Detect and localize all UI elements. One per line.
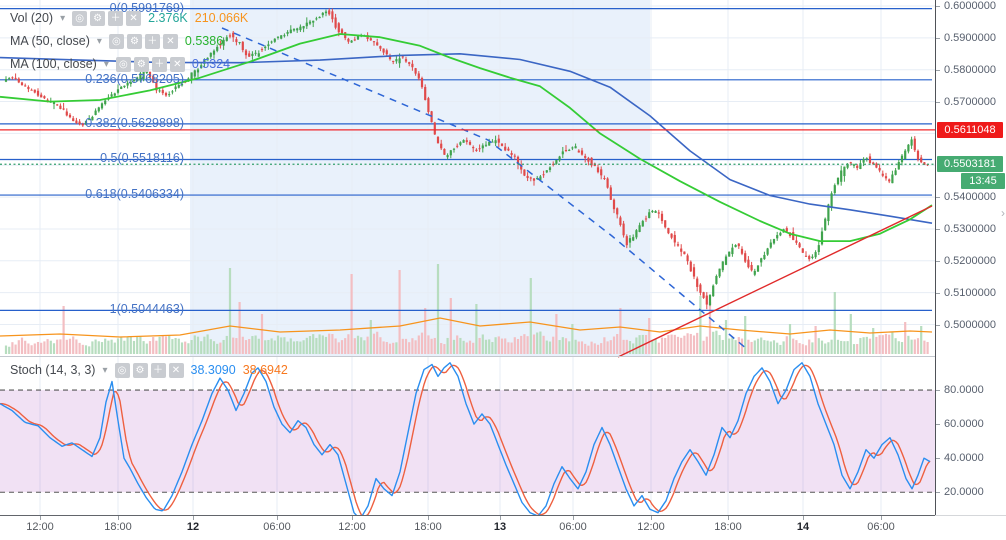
volume-value: 2.376K [148,11,188,25]
stoch-tick-mark [936,458,940,460]
stoch-tick-label: 80.0000 [944,384,984,397]
eye-icon[interactable]: ◎ [72,10,88,26]
settings-icon[interactable]: ⚙ [133,56,149,72]
close-icon[interactable]: ✕ [169,56,185,72]
price-tick-mark [936,101,940,103]
price-axis[interactable]: 0.5611048 0.5503181 13:45 › 0.6000000 0.5… [935,0,1006,515]
add-icon[interactable]: ＋ [108,10,124,26]
price-tick-mark [936,37,940,39]
price-tick-mark [936,197,940,199]
time-tick-label: 12:00 [26,521,54,533]
indicator-title-ma50[interactable]: MA (50, close) [10,34,90,48]
indicator-legend-ma100: MA (100, close) ▾ ◎ ⚙ ＋ ✕ 0.5324 [10,56,230,72]
price-tick-label: 0.5000000 [944,318,996,331]
chevron-down-icon[interactable]: ▾ [102,364,108,376]
alert-price-badge: 0.5611048 [937,121,1003,138]
stoch-tick-mark [936,424,940,426]
settings-icon[interactable]: ⚙ [132,362,148,378]
time-tick-label: 18:00 [104,521,132,533]
time-tick-label: 06:00 [263,521,291,533]
settings-icon[interactable]: ⚙ [126,33,142,49]
time-tick-mark [352,516,353,520]
time-tick-mark [573,516,574,520]
time-tick-label: 06:00 [867,521,895,533]
time-tick-label: 12 [186,521,200,533]
chevron-down-icon[interactable]: ▾ [103,58,109,70]
price-tick-label: 0.5900000 [944,31,996,44]
add-icon[interactable]: ＋ [150,362,166,378]
time-tick-mark [803,516,804,520]
time-tick-label: 06:00 [559,521,587,533]
scale-arrow-icon[interactable]: › [1001,206,1005,220]
time-tick-mark [728,516,729,520]
stoch-d-value: 38.6942 [242,363,288,377]
price-chart-canvas[interactable] [0,0,935,515]
add-icon[interactable]: ＋ [151,56,167,72]
time-axis[interactable]: 12:00 18:00 12 06:00 12:00 18:00 13 06:00 12:00 1… [0,515,935,540]
time-tick-mark [428,516,429,520]
indicator-toolbar: ◎ ⚙ ＋ ✕ [115,56,185,72]
indicator-toolbar: ◎ ⚙ ＋ ✕ [108,33,178,49]
time-tick-mark [881,516,882,520]
time-tick-label: 18:00 [414,521,442,533]
stoch-tick-label: 20.0000 [944,486,984,499]
ma100-value: 0.5324 [191,57,231,71]
time-tick-label: 14 [796,521,810,533]
stoch-tick-mark [936,390,940,392]
price-tick-label: 0.6000000 [944,0,996,12]
indicator-title-stoch[interactable]: Stoch (14, 3, 3) [10,363,96,377]
bar-countdown-badge: 13:45 [961,173,1005,190]
price-tick-mark [936,324,940,326]
indicator-legend-stoch: Stoch (14, 3, 3) ▾ ◎ ⚙ ＋ ✕ 38.3090 38.69… [10,362,288,378]
price-tick-label: 0.5100000 [944,286,996,299]
volume-ma-value: 210.066K [194,11,249,25]
eye-icon[interactable]: ◎ [115,56,131,72]
indicator-toolbar: ◎ ⚙ ＋ ✕ [114,362,184,378]
indicator-title-ma100[interactable]: MA (100, close) [10,57,97,71]
time-tick-mark [651,516,652,520]
price-tick-label: 0.5700000 [944,95,996,108]
last-price-badge: 0.5503181 [937,156,1003,173]
ma50-value: 0.5386 [184,34,224,48]
axis-corner [935,515,1006,540]
time-tick-mark [118,516,119,520]
time-tick-mark [40,516,41,520]
price-tick-mark [936,69,940,71]
time-tick-mark [277,516,278,520]
time-tick-label: 18:00 [714,521,742,533]
price-tick-label: 0.5200000 [944,254,996,267]
indicator-legend-volume: Vol (20) ▾ ◎ ⚙ ＋ ✕ 2.376K 210.066K [10,10,248,26]
chevron-down-icon[interactable]: ▾ [96,35,102,47]
indicator-legend-ma50: MA (50, close) ▾ ◎ ⚙ ＋ ✕ 0.5386 [10,33,223,49]
indicator-toolbar: ◎ ⚙ ＋ ✕ [72,10,142,26]
chevron-down-icon[interactable]: ▾ [60,12,66,24]
stoch-tick-mark [936,492,940,494]
eye-icon[interactable]: ◎ [108,33,124,49]
time-tick-label: 12:00 [637,521,665,533]
stoch-k-value: 38.3090 [190,363,236,377]
close-icon[interactable]: ✕ [168,362,184,378]
time-tick-mark [500,516,501,520]
price-tick-label: 0.5400000 [944,191,996,204]
time-tick-label: 12:00 [338,521,366,533]
price-tick-label: 0.5300000 [944,222,996,235]
time-tick-mark [193,516,194,520]
settings-icon[interactable]: ⚙ [90,10,106,26]
eye-icon[interactable]: ◎ [114,362,130,378]
stoch-tick-label: 60.0000 [944,418,984,431]
indicator-title-volume[interactable]: Vol (20) [10,11,54,25]
time-tick-label: 13 [493,521,507,533]
close-icon[interactable]: ✕ [162,33,178,49]
price-tick-mark [936,228,940,230]
price-tick-mark [936,292,940,294]
add-icon[interactable]: ＋ [144,33,160,49]
close-icon[interactable]: ✕ [126,10,142,26]
stoch-tick-label: 40.0000 [944,452,984,465]
price-tick-label: 0.5800000 [944,63,996,76]
price-tick-mark [936,6,940,7]
price-tick-mark [936,260,940,262]
